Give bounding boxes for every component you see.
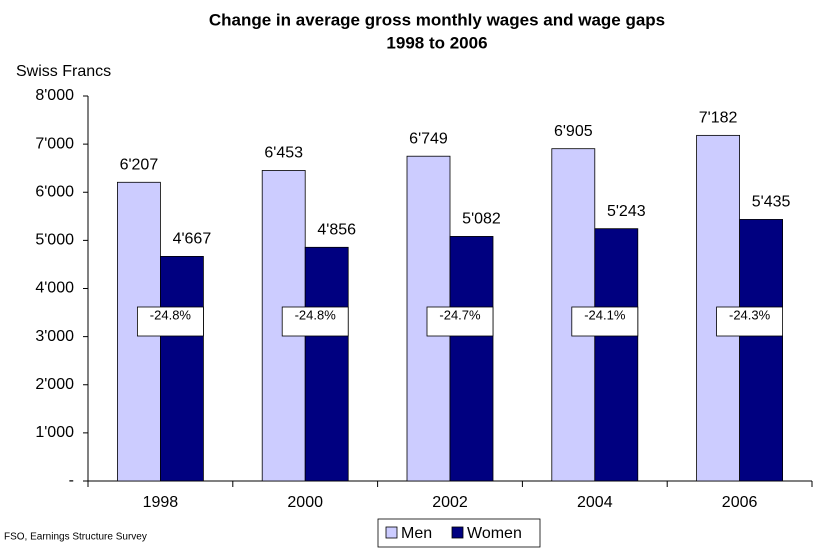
gap-label: -24.8%	[150, 307, 192, 322]
gap-box	[716, 306, 783, 337]
y-tick-label: 7'000	[35, 135, 74, 152]
gap-box	[136, 306, 204, 337]
source: FSO, Earnings Structure Survey	[4, 532, 147, 543]
value-label: 5'243	[607, 203, 646, 220]
gap-label: -24.8%	[295, 307, 337, 322]
gap-box	[281, 306, 349, 337]
gap-label: -24.1%	[584, 307, 626, 322]
y-tick-label: 8'000	[35, 87, 74, 104]
x-tick-label: 2004	[577, 494, 613, 511]
value-label: 4'856	[317, 222, 356, 239]
x-tick-label: 2006	[722, 494, 758, 511]
y-tick-label: 4'000	[35, 280, 74, 297]
value-label: 6'207	[120, 157, 159, 174]
value-label: 5'435	[752, 194, 791, 211]
y-tick-label: 3'000	[35, 328, 74, 345]
bar	[449, 236, 494, 482]
gap-box	[571, 306, 639, 337]
value-label: 6'453	[264, 145, 303, 162]
bar	[159, 256, 204, 482]
value-label: 5'082	[462, 211, 501, 228]
value-label: 7'182	[699, 110, 738, 127]
y-tick-label: 1'000	[35, 424, 74, 441]
gap-box	[426, 306, 494, 337]
y-tick-label: -	[69, 472, 74, 489]
bar	[739, 219, 783, 482]
gap-label: -24.3%	[729, 307, 771, 322]
y-axis-label: Swiss Francs	[16, 63, 111, 80]
x-tick-label: 1998	[143, 494, 179, 511]
chart-subtitle: 1998 to 2006	[386, 33, 487, 52]
value-label: 6'905	[554, 123, 593, 140]
legend-swatch	[385, 526, 398, 539]
legend-label: Men	[401, 525, 432, 542]
y-tick-label: 6'000	[35, 183, 74, 200]
bar	[304, 246, 349, 482]
value-label: 4'667	[173, 231, 212, 248]
gap-label: -24.7%	[439, 307, 481, 322]
value-label: 6'749	[409, 130, 448, 147]
chart-title: Change in average gross monthly wages an…	[209, 10, 665, 29]
bar	[594, 228, 639, 482]
legend-label: Women	[467, 525, 522, 542]
y-tick-label: 5'000	[35, 232, 74, 249]
x-tick-label: 2002	[432, 494, 468, 511]
legend-swatch	[451, 526, 464, 539]
y-tick-label: 2'000	[35, 376, 74, 393]
x-tick-label: 2000	[287, 494, 323, 511]
